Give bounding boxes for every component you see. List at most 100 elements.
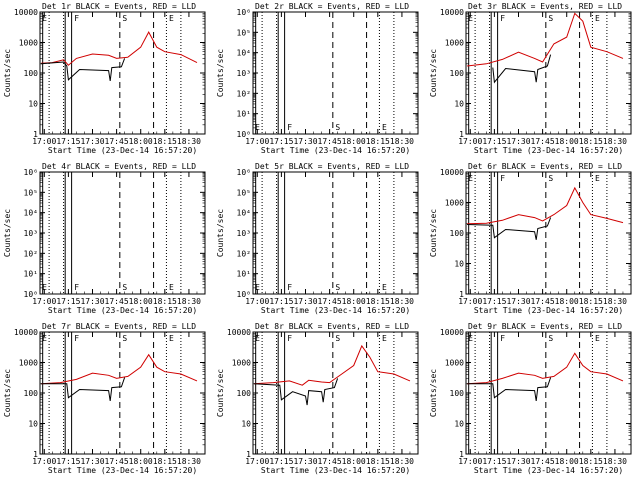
x-tick-label: 18:15 bbox=[579, 297, 603, 306]
x-axis-label: Start Time (23-Dec-14 16:57:20) bbox=[48, 306, 197, 315]
y-tick-label: 10⁶ bbox=[24, 168, 38, 177]
x-tick-label: 17:30 bbox=[506, 137, 530, 146]
marker-label: S bbox=[335, 334, 340, 343]
marker-label: E bbox=[42, 334, 47, 343]
x-tick-label: 18:00 bbox=[342, 137, 366, 146]
y-axis-label: Counts/sec bbox=[429, 49, 438, 97]
x-tick-label: 17:15 bbox=[482, 297, 506, 306]
detector-panel-8: Det 8r BLACK = Events, RED = LLD Counts/s… bbox=[216, 322, 419, 475]
y-axis-label: Counts/sec bbox=[216, 209, 225, 257]
y-axis-label: Counts/sec bbox=[216, 369, 225, 417]
x-tick-label: 18:15 bbox=[153, 137, 177, 146]
panel-title: Det 9r BLACK = Events, RED = LLD bbox=[468, 322, 622, 331]
y-tick-label: 10 bbox=[454, 100, 464, 109]
x-tick-label: 18:30 bbox=[177, 297, 201, 306]
y-tick-label: 10⁴ bbox=[237, 49, 251, 58]
y-tick-label: 1 bbox=[33, 130, 38, 139]
y-tick-label: 1 bbox=[459, 290, 464, 299]
marker-label: F bbox=[287, 283, 292, 292]
marker-label: S bbox=[548, 174, 553, 183]
y-tick-label: 1000 bbox=[19, 39, 38, 48]
marker-label: E bbox=[382, 283, 387, 292]
y-tick-label: 1 bbox=[246, 450, 251, 459]
detector-panel-7: Det 7r BLACK = Events, RED = LLD Counts/s… bbox=[3, 322, 206, 475]
marker-label: S bbox=[122, 283, 127, 292]
x-tick-label: 17:30 bbox=[293, 297, 317, 306]
x-tick-label: 18:00 bbox=[555, 457, 579, 466]
y-axis-label: Counts/sec bbox=[429, 209, 438, 257]
x-tick-label: 18:15 bbox=[153, 457, 177, 466]
marker-label: E bbox=[255, 123, 260, 132]
lld-series-line bbox=[254, 344, 411, 386]
events-series-line bbox=[467, 217, 552, 240]
y-axis-label: Counts/sec bbox=[3, 369, 12, 417]
marker-label: S bbox=[548, 334, 553, 343]
y-tick-label: 100 bbox=[237, 389, 252, 398]
y-tick-label: 10⁴ bbox=[237, 209, 251, 218]
x-tick-label: 18:30 bbox=[603, 457, 627, 466]
marker-label: E bbox=[382, 123, 387, 132]
x-tick-label: 18:15 bbox=[579, 137, 603, 146]
x-tick-label: 17:15 bbox=[269, 137, 293, 146]
y-axis-label: Counts/sec bbox=[216, 49, 225, 97]
x-tick-label: 17:30 bbox=[506, 297, 530, 306]
y-tick-label: 10000 bbox=[14, 328, 38, 337]
marker-label: E bbox=[468, 14, 473, 23]
x-axis-label: Start Time (23-Dec-14 16:57:20) bbox=[261, 146, 410, 155]
marker-label: E bbox=[42, 14, 47, 23]
x-axis-label: Start Time (23-Dec-14 16:57:20) bbox=[474, 146, 623, 155]
y-tick-label: 10 bbox=[28, 100, 38, 109]
y-tick-label: 10000 bbox=[14, 8, 38, 17]
y-tick-label: 100 bbox=[450, 229, 465, 238]
detector-panel-5: Det 5r BLACK = Events, RED = LLD Counts/s… bbox=[216, 162, 419, 315]
x-tick-label: 17:00 bbox=[458, 297, 482, 306]
marker-label: E bbox=[468, 174, 473, 183]
marker-label: E bbox=[169, 334, 174, 343]
x-tick-label: 18:15 bbox=[366, 457, 390, 466]
panel-title: Det 1r BLACK = Events, RED = LLD bbox=[42, 2, 196, 11]
panel-title: Det 4r BLACK = Events, RED = LLD bbox=[42, 162, 196, 171]
x-tick-label: 18:30 bbox=[177, 457, 201, 466]
y-tick-label: 100 bbox=[24, 69, 39, 78]
x-tick-label: 17:00 bbox=[32, 137, 56, 146]
y-tick-label: 1000 bbox=[232, 359, 251, 368]
marker-label: S bbox=[548, 14, 553, 23]
x-tick-label: 18:00 bbox=[129, 137, 153, 146]
y-axis-label: Counts/sec bbox=[429, 369, 438, 417]
x-tick-label: 18:00 bbox=[129, 457, 153, 466]
detector-panel-2: Det 2r BLACK = Events, RED = LLD Counts/s… bbox=[216, 2, 419, 155]
detector-panel-4: Det 4r BLACK = Events, RED = LLD Counts/s… bbox=[3, 162, 206, 315]
x-tick-label: 18:00 bbox=[342, 297, 366, 306]
y-tick-label: 10⁰ bbox=[24, 290, 38, 299]
events-series-line bbox=[254, 378, 339, 406]
x-tick-label: 17:15 bbox=[56, 457, 80, 466]
x-axis-label: Start Time (23-Dec-14 16:57:20) bbox=[261, 466, 410, 475]
x-tick-label: 18:15 bbox=[153, 297, 177, 306]
x-tick-label: 17:45 bbox=[318, 457, 342, 466]
x-tick-label: 17:45 bbox=[105, 137, 129, 146]
x-tick-label: 17:45 bbox=[105, 457, 129, 466]
y-tick-label: 10⁰ bbox=[237, 290, 251, 299]
marker-label: E bbox=[255, 334, 260, 343]
y-tick-label: 1 bbox=[459, 130, 464, 139]
x-axis-label: Start Time (23-Dec-14 16:57:20) bbox=[474, 306, 623, 315]
x-tick-label: 18:15 bbox=[366, 137, 390, 146]
x-tick-label: 18:15 bbox=[366, 297, 390, 306]
marker-label: E bbox=[169, 14, 174, 23]
y-tick-label: 10³ bbox=[237, 69, 251, 78]
x-tick-label: 18:30 bbox=[603, 297, 627, 306]
y-tick-label: 10000 bbox=[227, 328, 251, 337]
x-tick-label: 17:00 bbox=[32, 457, 56, 466]
y-tick-label: 10 bbox=[28, 420, 38, 429]
marker-label: F bbox=[500, 174, 505, 183]
marker-label: E bbox=[595, 334, 600, 343]
detector-panel-9: Det 9r BLACK = Events, RED = LLD Counts/s… bbox=[429, 322, 632, 475]
panel-title: Det 2r BLACK = Events, RED = LLD bbox=[255, 2, 409, 11]
x-tick-label: 17:45 bbox=[531, 297, 555, 306]
marker-label: S bbox=[335, 123, 340, 132]
y-tick-label: 10⁵ bbox=[237, 28, 251, 37]
x-tick-label: 18:15 bbox=[579, 457, 603, 466]
x-tick-label: 18:30 bbox=[390, 457, 414, 466]
marker-label: E bbox=[595, 14, 600, 23]
